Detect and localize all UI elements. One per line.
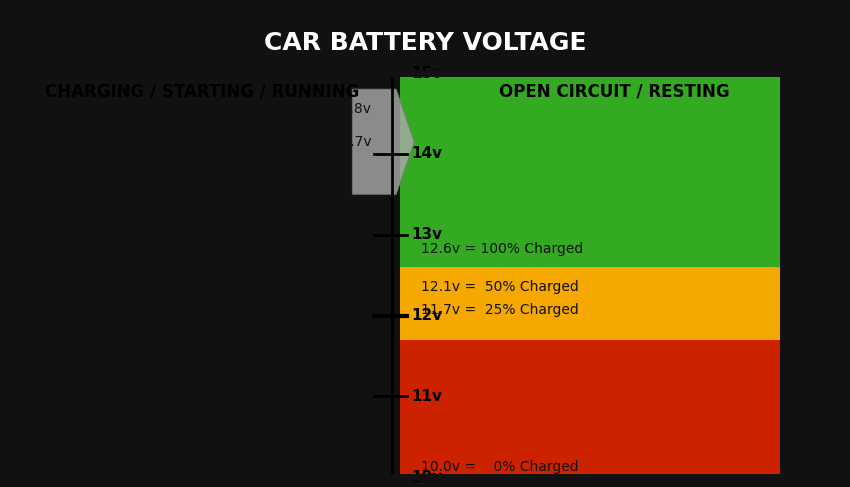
Text: Engine Running = 13.5v - 14.7v: Engine Running = 13.5v - 14.7v: [150, 135, 371, 149]
Text: 12.6v = 100% Charged: 12.6v = 100% Charged: [421, 243, 583, 256]
Text: 12.1v =  50% Charged: 12.1v = 50% Charged: [421, 281, 579, 294]
Text: 11.7v =  25% Charged: 11.7v = 25% Charged: [421, 303, 579, 317]
Text: Engine Starting = 10.0v: Engine Starting = 10.0v: [205, 460, 371, 474]
Bar: [400, 267, 779, 340]
Bar: [400, 340, 779, 477]
Text: 12v: 12v: [411, 308, 442, 323]
Text: 15v: 15v: [411, 66, 442, 80]
Text: 13v: 13v: [411, 227, 442, 242]
Text: Top of Charge = 14.1v - 14.8v: Top of Charge = 14.1v - 14.8v: [163, 102, 371, 116]
Text: 11v: 11v: [411, 389, 442, 404]
Text: CHARGING / STARTING / RUNNING: CHARGING / STARTING / RUNNING: [45, 83, 360, 101]
Bar: [400, 73, 779, 267]
Bar: [13, 73, 837, 477]
Text: 10v: 10v: [411, 470, 442, 485]
Text: 14v: 14v: [411, 147, 442, 161]
Text: CAR BATTERY VOLTAGE: CAR BATTERY VOLTAGE: [264, 31, 586, 55]
Polygon shape: [353, 89, 414, 194]
Text: 10.0v =    0% Charged: 10.0v = 0% Charged: [421, 460, 579, 474]
Text: OPEN CIRCUIT / RESTING: OPEN CIRCUIT / RESTING: [499, 83, 730, 101]
